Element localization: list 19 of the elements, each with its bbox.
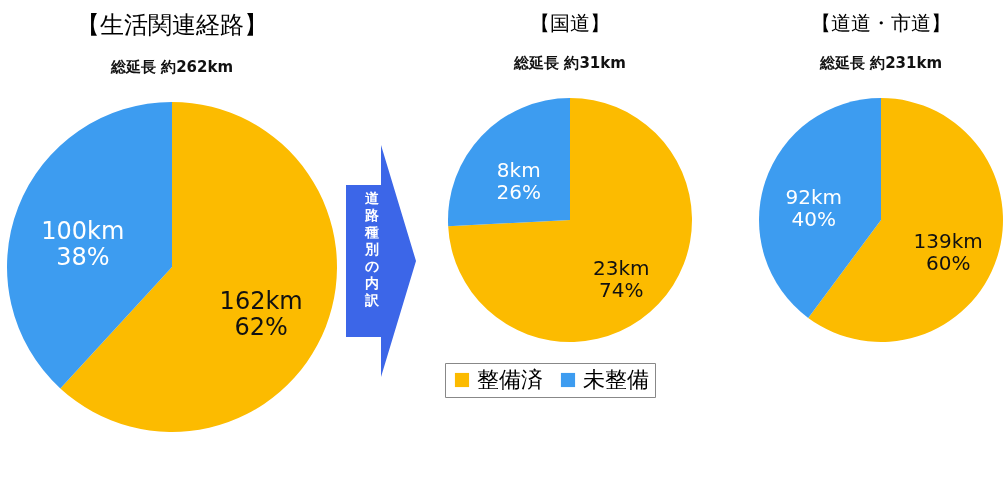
data-label: 8km 26% (496, 158, 541, 205)
pie-slice (7, 102, 172, 389)
chart-title: 【国道】 (530, 11, 610, 35)
chart-subtitle: 総延長 約262km (109, 58, 234, 76)
text: 道路種別の内訳 (363, 190, 380, 309)
data-label: 139km 60% (913, 229, 983, 276)
chart-title: 【道道・市道】 (811, 11, 951, 35)
data-label: 92km 40% (785, 184, 843, 231)
legend-label: 未整備 (583, 367, 649, 392)
chart-subtitle: 総延長 約31km (513, 54, 626, 72)
pie-slice (448, 98, 692, 342)
data-label: 23km 74% (593, 255, 650, 302)
data-label: 100km 38% (41, 217, 125, 272)
chart-subtitle: 総延長 約231km (818, 54, 943, 72)
legend-label: 整備済 (477, 367, 543, 392)
pie-slice (759, 98, 881, 318)
data-label: 162km 62% (219, 286, 303, 341)
pie-slice (448, 98, 570, 227)
chart-title: 【生活関連経路】 (76, 11, 268, 39)
